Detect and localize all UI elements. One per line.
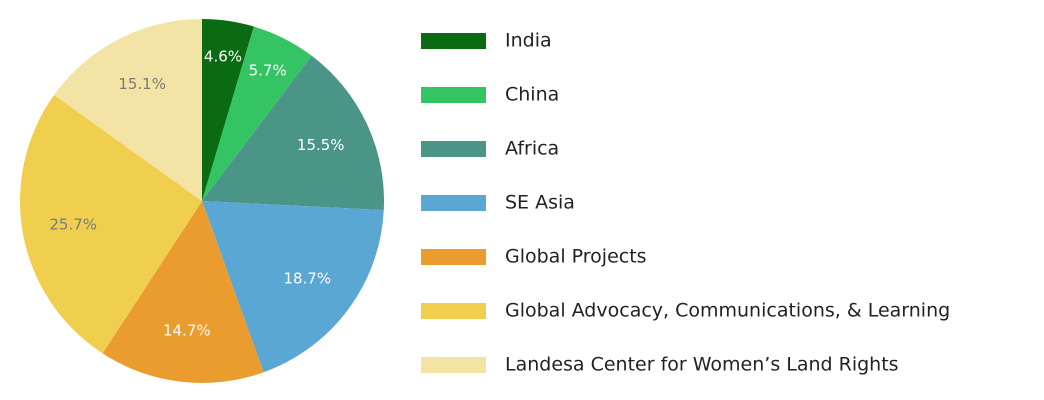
pie-slice <box>202 55 385 211</box>
legend-swatch <box>421 303 486 319</box>
slice-label: 14.7% <box>163 322 211 340</box>
legend-swatch <box>421 357 486 373</box>
legend-swatch <box>421 195 486 211</box>
legend-swatch <box>421 33 486 49</box>
legend-label: SE Asia <box>505 192 575 214</box>
legend-label: Global Projects <box>505 246 647 268</box>
legend-swatch <box>421 249 486 265</box>
legend-label: Global Advocacy, Communications, & Learn… <box>505 300 950 322</box>
slice-label: 25.7% <box>49 216 97 234</box>
pie-slice <box>102 201 264 383</box>
legend-label: India <box>505 30 552 52</box>
pie-slice <box>19 94 202 354</box>
legend-label: China <box>505 84 559 106</box>
legend-swatch <box>421 141 486 157</box>
legend-label: Landesa Center for Women’s Land Rights <box>505 354 899 376</box>
pie-slice <box>54 19 202 201</box>
pie-slice <box>202 26 312 201</box>
slice-label: 4.6% <box>204 47 242 65</box>
slice-label: 15.1% <box>118 75 166 93</box>
legend-label: Africa <box>505 138 559 160</box>
slice-label: 15.5% <box>297 136 345 154</box>
legend-swatch <box>421 87 486 103</box>
pie-slice <box>202 19 254 201</box>
slice-label: 5.7% <box>249 62 287 80</box>
slice-label: 18.7% <box>283 270 331 288</box>
pie-slice <box>202 201 384 373</box>
